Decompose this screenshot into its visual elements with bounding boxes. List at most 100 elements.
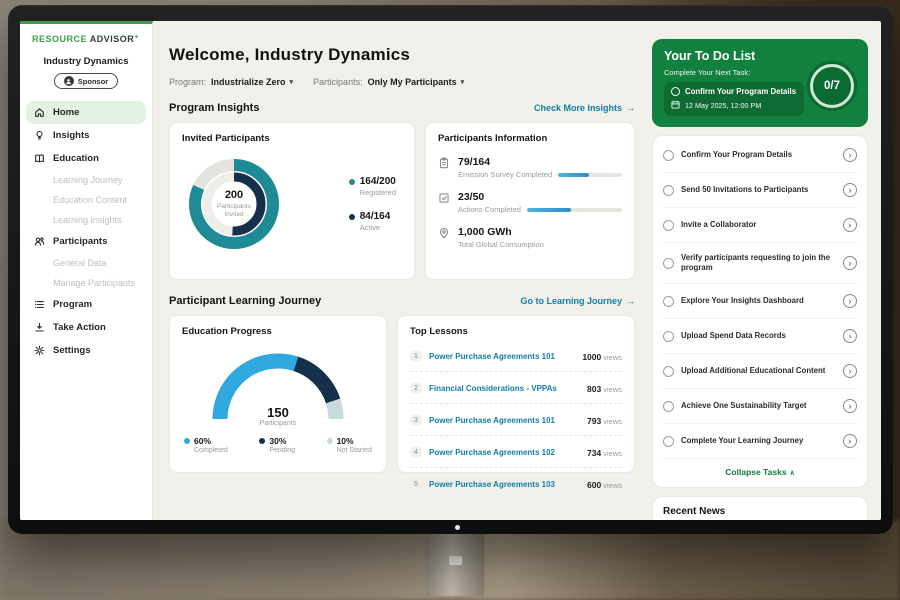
lesson-link[interactable]: Power Purchase Agreements 102 bbox=[429, 447, 555, 457]
chevron-right-icon[interactable]: › bbox=[843, 256, 857, 271]
legend-value: 84/164 bbox=[359, 211, 391, 222]
go-to-learning-journey-link[interactable]: Go to Learning Journey → bbox=[520, 296, 635, 306]
lesson-link[interactable]: Power Purchase Agreements 103 bbox=[429, 479, 555, 489]
monitor-power-led bbox=[455, 525, 460, 530]
info-label: Actions Completed bbox=[458, 205, 521, 214]
survey-progress-bar bbox=[558, 172, 622, 177]
chevron-up-icon: ∧ bbox=[789, 470, 795, 478]
sponsor-badge[interactable]: Sponsor bbox=[54, 73, 118, 89]
task-label: Upload Spend Data Records bbox=[681, 331, 786, 341]
lesson-views: 803 bbox=[587, 384, 602, 394]
logo-word-resource: RESOURCE bbox=[32, 34, 88, 44]
legend-value: 30% bbox=[269, 436, 287, 446]
task-row[interactable]: Confirm Your Program Details › bbox=[663, 138, 857, 173]
sidebar-item-label: Take Action bbox=[53, 322, 106, 333]
legend-value: 60% bbox=[194, 436, 212, 446]
settings-icon bbox=[34, 345, 45, 356]
task-row[interactable]: Verify participants requesting to join t… bbox=[663, 243, 857, 285]
task-checkbox[interactable] bbox=[663, 184, 674, 196]
legend-label: Active bbox=[359, 223, 381, 232]
insights-icon bbox=[34, 130, 45, 141]
chevron-right-icon[interactable]: › bbox=[843, 183, 857, 197]
program-filter-select[interactable]: Industrialize Zero ▾ bbox=[211, 77, 293, 87]
lesson-row: 2 Financial Considerations - VPPAs 803 vi… bbox=[410, 372, 622, 404]
lesson-link[interactable]: Financial Considerations - VPPAs bbox=[429, 383, 557, 393]
task-checkbox[interactable] bbox=[663, 400, 674, 412]
lesson-views-unit: views bbox=[603, 385, 622, 394]
insights-cards-row: Invited Participants 200 bbox=[169, 122, 635, 280]
sidebar-item-insights[interactable]: Insights bbox=[20, 124, 152, 147]
sidebar-item-participants[interactable]: Participants bbox=[20, 230, 152, 253]
task-row[interactable]: Invite a Collaborator › bbox=[663, 208, 857, 243]
sidebar: RESOURCE ADVISOR+ Industry Dynamics Spon… bbox=[20, 21, 153, 520]
chevron-right-icon[interactable]: › bbox=[843, 294, 857, 309]
sidebar-item-learning-journey[interactable]: Learning Journey bbox=[53, 175, 123, 185]
task-row[interactable]: Achieve One Sustainability Target › bbox=[663, 389, 857, 425]
sidebar-item-education[interactable]: Education bbox=[20, 147, 152, 170]
participants-filter-value: Only My Participants bbox=[367, 77, 457, 87]
link-label: Go to Learning Journey bbox=[520, 296, 622, 306]
sidebar-item-home[interactable]: Home bbox=[26, 101, 146, 124]
gauge-center-label: Participants bbox=[259, 420, 297, 427]
lessons-list: 1 Power Purchase Agreements 101 1000 view… bbox=[410, 340, 622, 499]
participants-filter-select[interactable]: Only My Participants ▾ bbox=[368, 77, 465, 87]
link-label: Check More Insights bbox=[533, 103, 622, 113]
chevron-right-icon[interactable]: › bbox=[843, 434, 857, 449]
task-row[interactable]: Upload Spend Data Records › bbox=[663, 319, 857, 355]
chevron-right-icon[interactable]: › bbox=[843, 329, 857, 344]
chevron-right-icon[interactable]: › bbox=[843, 399, 857, 414]
check-more-insights-link[interactable]: Check More Insights → bbox=[534, 103, 635, 113]
lesson-link[interactable]: Power Purchase Agreements 101 bbox=[429, 415, 555, 425]
todo-progress-ring: 0/7 bbox=[807, 61, 857, 111]
task-row[interactable]: Complete Your Learning Journey › bbox=[663, 424, 857, 460]
main-content: Welcome, Industry Dynamics Program: Indu… bbox=[154, 21, 650, 520]
legend-label: Not Started bbox=[336, 447, 372, 454]
task-checkbox[interactable] bbox=[663, 149, 674, 161]
sponsor-badge-label: Sponsor bbox=[77, 76, 109, 86]
task-checkbox[interactable] bbox=[663, 219, 674, 231]
dashboard-screen: RESOURCE ADVISOR+ Industry Dynamics Spon… bbox=[20, 21, 881, 520]
arrow-right-icon: → bbox=[626, 103, 635, 113]
next-task-chip[interactable]: Confirm Your Program Details 12 May 2025… bbox=[664, 82, 804, 116]
chevron-right-icon[interactable]: › bbox=[843, 364, 857, 379]
sidebar-item-label: Settings bbox=[53, 345, 91, 356]
todo-subtitle: Complete Your Next Task: bbox=[664, 68, 751, 77]
collapse-tasks-link[interactable]: Collapse Tasks ∧ bbox=[663, 459, 857, 483]
task-row[interactable]: Explore Your Insights Dashboard › bbox=[663, 284, 857, 320]
lesson-rank: 3 bbox=[410, 414, 422, 426]
sidebar-item-general-data[interactable]: General Data bbox=[53, 258, 107, 268]
sidebar-item-take-action[interactable]: Take Action bbox=[20, 316, 152, 339]
task-row[interactable]: Send 50 Invitations to Participants › bbox=[663, 173, 857, 208]
next-task-checkbox[interactable] bbox=[671, 87, 680, 96]
lesson-views-unit: views bbox=[603, 481, 622, 490]
legend-item-completed: 60% Completed bbox=[184, 436, 228, 454]
info-label: Total Global Consumption bbox=[458, 240, 544, 249]
task-checkbox[interactable] bbox=[663, 257, 674, 269]
lesson-views: 734 bbox=[587, 448, 602, 458]
tasks-card: Confirm Your Program Details › Send 50 I… bbox=[652, 135, 868, 489]
participants-filter-label: Participants: bbox=[313, 77, 363, 87]
chevron-right-icon[interactable]: › bbox=[843, 148, 857, 162]
arrow-right-icon: → bbox=[626, 296, 635, 306]
todo-progress-value: 0/7 bbox=[824, 80, 840, 92]
task-row[interactable]: Upload Additional Educational Content › bbox=[663, 354, 857, 390]
sidebar-item-education-content[interactable]: Education Content bbox=[53, 195, 128, 205]
task-checkbox[interactable] bbox=[663, 330, 674, 342]
info-value: 23/50 bbox=[458, 191, 485, 203]
legend-dot bbox=[184, 438, 190, 444]
sidebar-item-program[interactable]: Program bbox=[20, 293, 152, 316]
task-checkbox[interactable] bbox=[663, 295, 674, 307]
lesson-link[interactable]: Power Purchase Agreements 101 bbox=[429, 351, 555, 361]
sidebar-item-settings[interactable]: Settings bbox=[20, 339, 152, 362]
chevron-right-icon[interactable]: › bbox=[843, 218, 857, 232]
monitor-stand-clip bbox=[449, 556, 462, 565]
collapse-label: Collapse Tasks bbox=[725, 467, 787, 478]
program-filter-value: Industrialize Zero bbox=[211, 77, 286, 87]
task-checkbox[interactable] bbox=[663, 435, 674, 447]
invited-legend: 164/200 Registered 84/164 Active bbox=[348, 176, 396, 232]
task-label: Upload Additional Educational Content bbox=[681, 366, 826, 376]
sidebar-item-learning-insights[interactable]: Learning Insights bbox=[53, 215, 122, 225]
sidebar-item-manage-participants[interactable]: Manage Participants bbox=[53, 278, 136, 288]
lesson-row: 5 Power Purchase Agreements 103 600 views bbox=[410, 468, 622, 499]
task-checkbox[interactable] bbox=[663, 365, 674, 377]
